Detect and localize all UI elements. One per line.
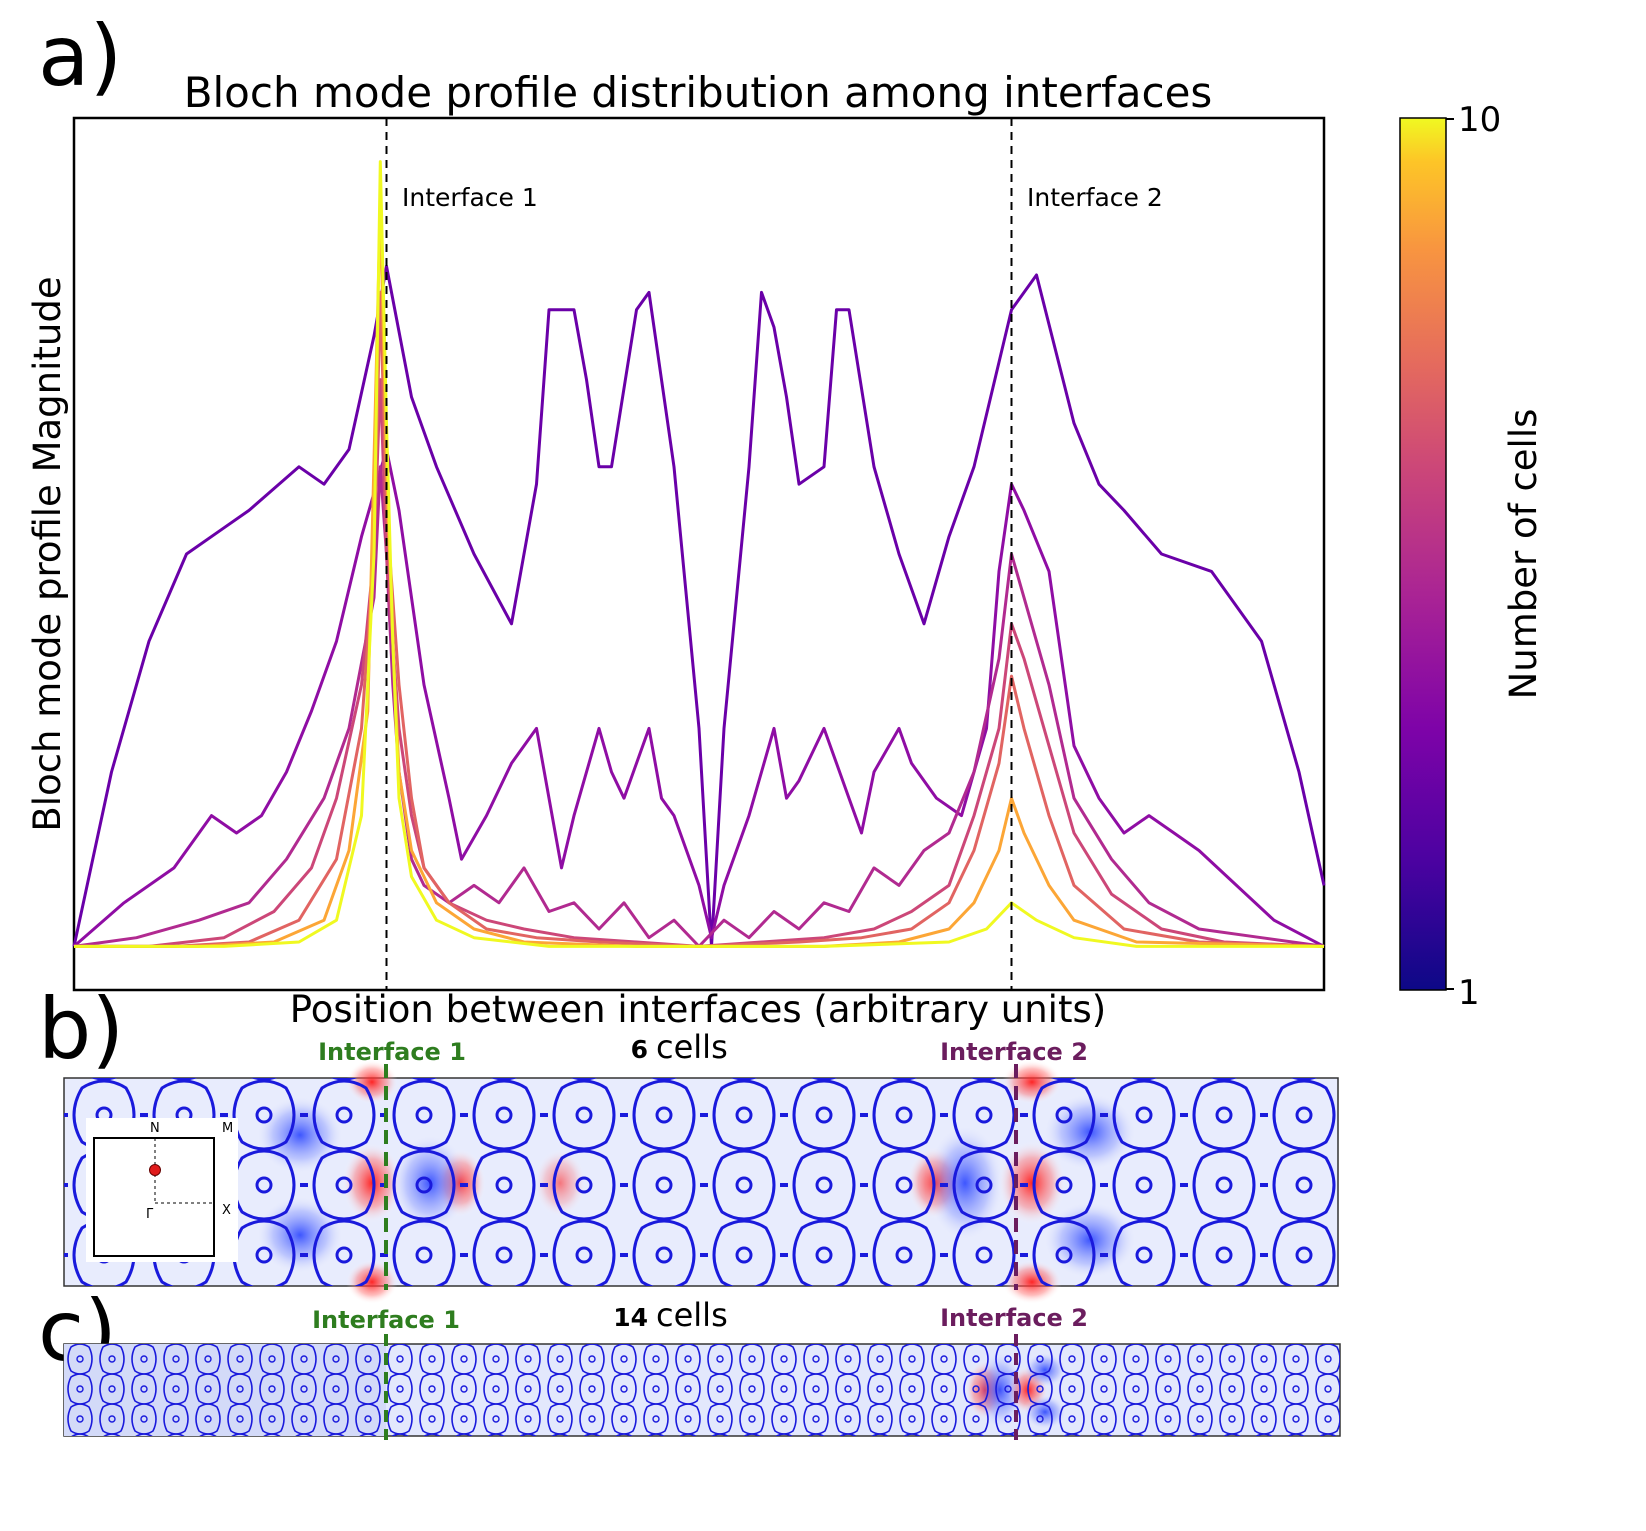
series-line-4-cells [74,378,1325,948]
series-line-3-cells [73,465,1325,948]
plot-area: Interface 1 Interface 2 [72,116,1326,992]
interface-1-label: Interface 1 [402,183,538,212]
panel-c-interface-1-label: Interface 1 [312,1306,460,1334]
panel-b-interface-1-label: Interface 1 [318,1038,466,1066]
panel-b-field-map: N M Γ X [63,1060,1339,1304]
x-axis-label: Position between interfaces (arbitrary u… [290,988,1106,1031]
series-line-8-cells [74,203,1325,948]
inset-label-x: X [222,1203,231,1218]
panel-a-letter: a) [38,7,122,105]
panel-c-cells-number: 14 [613,1303,648,1332]
series-line-6-cells [74,290,1325,948]
series-layer [72,160,1326,948]
panel-b-cells-number: 6 [631,1035,648,1064]
inset-label-m: M [222,1121,233,1136]
colorbar: 10 1 Number of cells [1399,100,1545,1013]
panel-c-interface-2-label: Interface 2 [940,1304,1088,1332]
inset-zone-square [93,1137,215,1257]
panel-b-letter: b) [38,980,124,1078]
colorbar-label: Number of cells [1502,409,1545,700]
inset-background [86,1118,238,1262]
panel-c-cells-word: cells [656,1296,728,1334]
inset-k-point-marker [149,1164,161,1176]
inset-label-gamma: Γ [146,1207,154,1222]
colorbar-max-label: 10 [1458,100,1501,140]
panel-c-unit-cells [64,1344,1340,1436]
brillouin-zone-inset: N M Γ X [86,1118,238,1262]
interface-2-label: Interface 2 [1027,183,1163,212]
chart-title: Bloch mode profile distribution among in… [184,68,1213,117]
y-axis-label: Bloch mode profile Magnitude [26,276,69,831]
panel-b-unit-cells [64,1078,1338,1286]
series-line-10-cells [74,160,1324,948]
panel-b-interface-2-label: Interface 2 [940,1038,1088,1066]
colorbar-min-label: 1 [1458,973,1480,1013]
plot-frame [72,116,1326,992]
panel-b-cells-word: cells [656,1028,728,1066]
panel-c-field-map [63,1334,1341,1440]
inset-label-n: N [150,1121,160,1136]
colorbar-gradient [1399,117,1447,991]
